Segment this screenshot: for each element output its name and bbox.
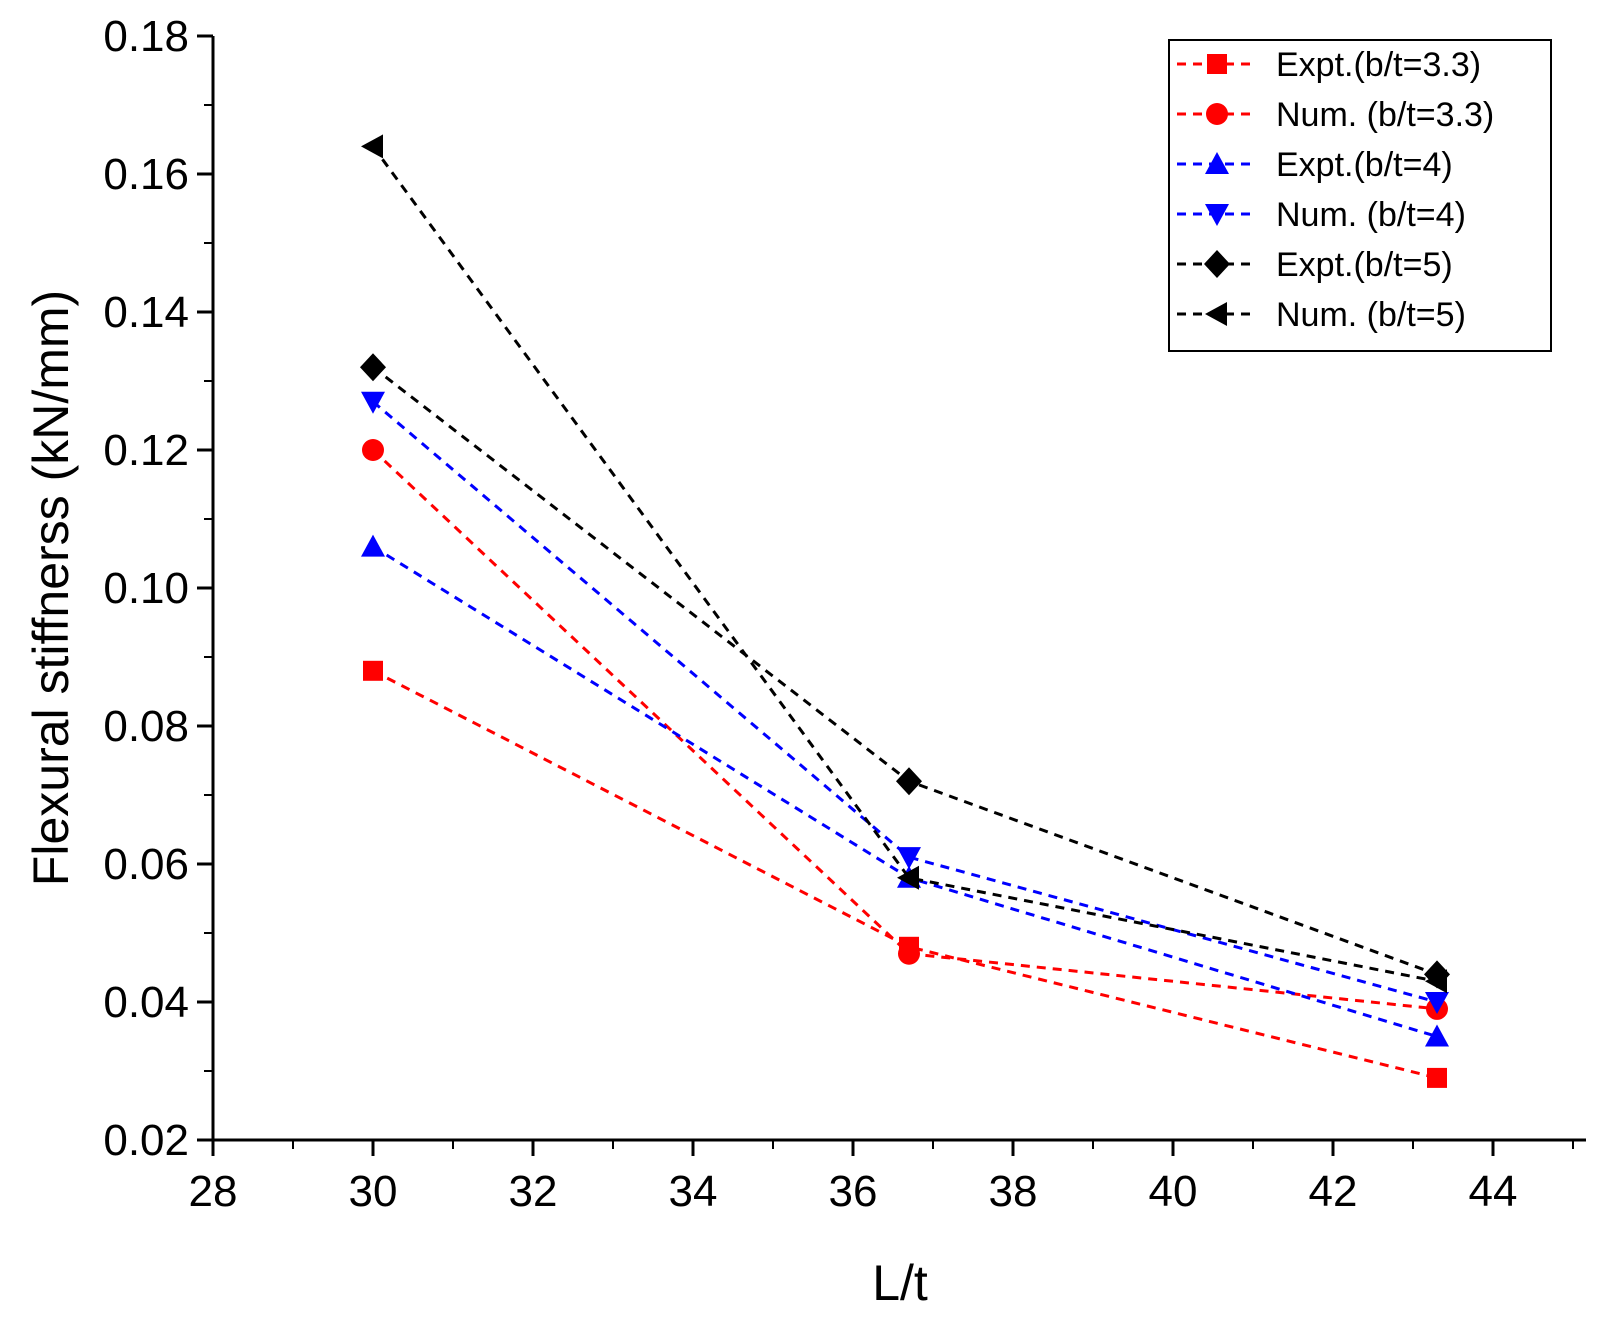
- legend-box: [1168, 39, 1552, 352]
- series-5: [360, 353, 1450, 989]
- data-point: [898, 942, 920, 965]
- series-4: [361, 391, 1449, 1014]
- y-ticks: 0.02 0.04 0.06 0.08 0.10 0.12 0.14 0.16 0.18: [103, 12, 213, 1165]
- legend-entry: Expt.(b/t=5): [1177, 246, 1453, 284]
- legend-label: Expt.(b/t=3.3): [1276, 46, 1481, 84]
- x-tick-label: 40: [1149, 1167, 1198, 1216]
- series-line: [372, 400, 1438, 1004]
- data-point: [360, 353, 386, 382]
- legend-marker: [1207, 54, 1227, 74]
- data-point: [1425, 992, 1449, 1014]
- series-6: [361, 134, 1447, 994]
- legend-marker: [1205, 204, 1229, 226]
- data-point: [1427, 1067, 1447, 1088]
- y-tick-label: 0.10: [103, 564, 189, 613]
- legend-entry: Num. (b/t=5): [1177, 296, 1466, 334]
- x-tick-label: 44: [1469, 1167, 1518, 1216]
- x-tick-label: 42: [1309, 1167, 1358, 1216]
- data-point: [361, 391, 385, 414]
- x-tick-label: 30: [349, 1167, 398, 1216]
- legend-label: Num. (b/t=5): [1276, 296, 1466, 334]
- legend-entry: Expt.(b/t=3.3): [1177, 46, 1481, 84]
- series-line: [372, 669, 1438, 1080]
- legend-entry: Num. (b/t=3.3): [1177, 96, 1494, 134]
- data-point: [1425, 1024, 1449, 1047]
- x-tick-label: 38: [989, 1167, 1038, 1216]
- x-tick-label: 36: [829, 1167, 878, 1216]
- legend-entry: Num. (b/t=4): [1177, 196, 1466, 234]
- legend-label: Expt.(b/t=5): [1276, 246, 1453, 284]
- legend-label: Num. (b/t=4): [1276, 196, 1466, 234]
- x-axis-title: L/t: [872, 1255, 928, 1311]
- series-line: [371, 145, 1438, 983]
- legend-marker: [1205, 152, 1229, 174]
- data-point: [1425, 969, 1447, 994]
- legend-marker: [1204, 250, 1230, 278]
- legend-marker: [1206, 103, 1228, 125]
- series-2: [362, 439, 1448, 1020]
- x-tick-label: 32: [509, 1167, 558, 1216]
- x-tick-label: 28: [189, 1167, 238, 1216]
- series-layer: [360, 134, 1450, 1088]
- y-tick-label: 0.18: [103, 12, 189, 61]
- data-point: [896, 767, 922, 796]
- data-point: [362, 439, 384, 461]
- data-point: [363, 660, 383, 681]
- y-tick-label: 0.16: [103, 150, 189, 199]
- y-axis-title: Flexural stiffnerss (kN/mm): [23, 290, 79, 886]
- series-line: [371, 448, 1438, 1011]
- y-tick-label: 0.08: [103, 702, 189, 751]
- y-tick-label: 0.06: [103, 840, 189, 889]
- y-tick-label: 0.04: [103, 978, 189, 1027]
- data-point: [897, 847, 921, 870]
- y-tick-label: 0.02: [103, 1116, 189, 1165]
- legend-marker: [1205, 302, 1227, 326]
- legend-entry: Expt.(b/t=4): [1177, 146, 1453, 184]
- data-point: [897, 865, 919, 890]
- legend: Expt.(b/t=3.3) Num. (b/t=3.3) Expt.(b/t=4)…: [1168, 39, 1552, 352]
- legend-label: Num. (b/t=3.3): [1276, 96, 1494, 134]
- data-point: [361, 534, 385, 557]
- legend-label: Expt.(b/t=4): [1276, 146, 1453, 184]
- x-ticks: 28 30 32 34 36 38 40 42 44: [189, 1140, 1574, 1216]
- y-tick-label: 0.14: [103, 288, 189, 337]
- x-tick-label: 34: [669, 1167, 718, 1216]
- data-point: [361, 134, 383, 159]
- y-tick-label: 0.12: [103, 426, 189, 475]
